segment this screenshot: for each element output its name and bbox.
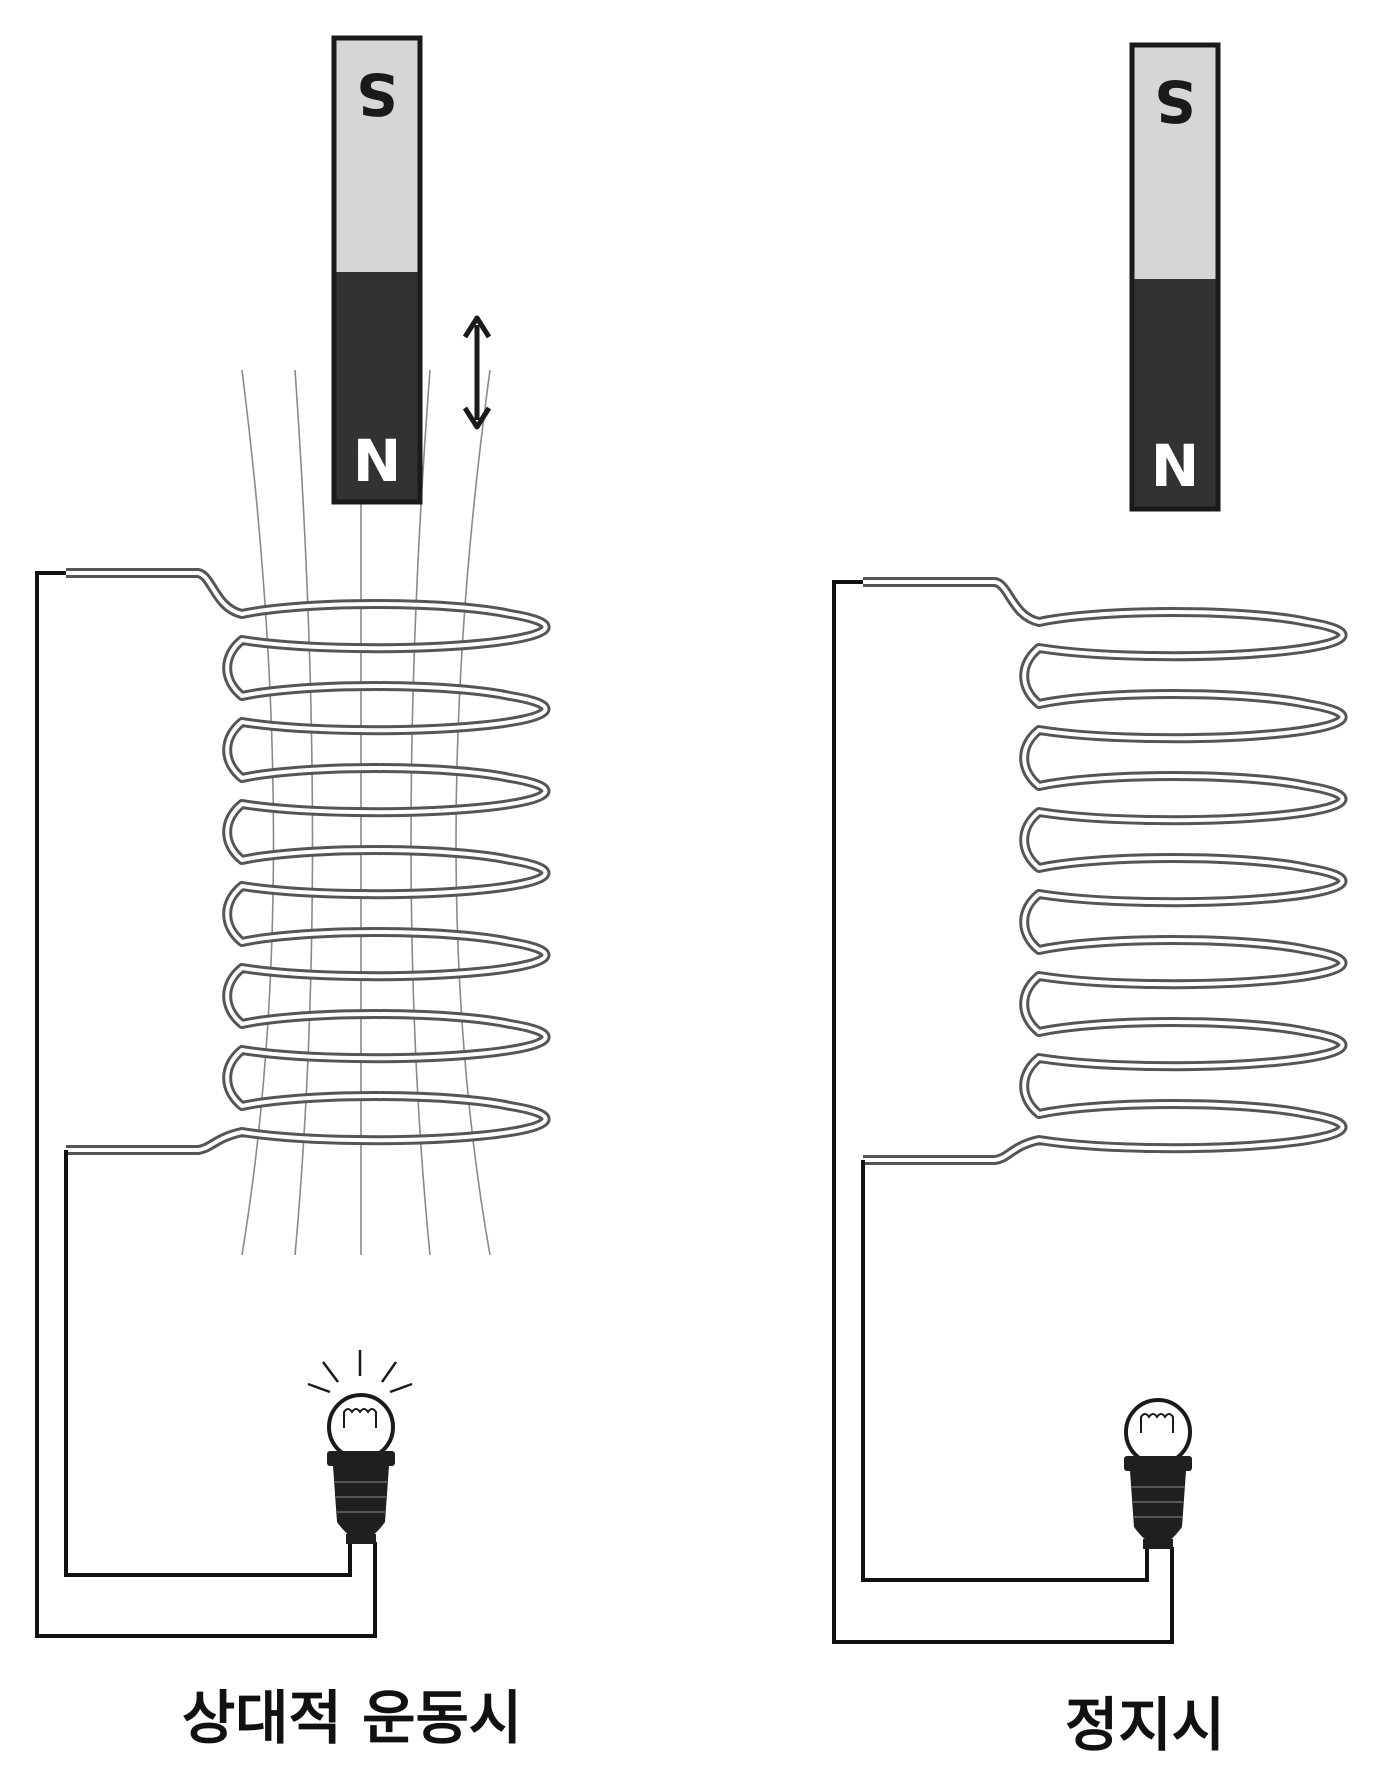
bulb-glass <box>327 1393 395 1461</box>
magnet-north-half <box>334 272 420 502</box>
bulb-glass <box>1124 1398 1192 1466</box>
light-bulb-lit <box>307 1350 413 1544</box>
bulb-socket <box>1130 1471 1186 1545</box>
coil <box>66 568 551 1155</box>
light-rays <box>307 1350 413 1394</box>
bulb-base-tip <box>346 1534 376 1544</box>
bar-magnet: S N <box>1129 42 1221 512</box>
bulb-collar <box>327 1451 395 1466</box>
coil-wire <box>863 577 1348 1165</box>
magnet-north-half <box>1132 279 1218 509</box>
bulb-socket <box>333 1466 389 1540</box>
magnet-south-half <box>334 38 420 272</box>
south-pole-label: S <box>1154 67 1196 135</box>
magnet-south-half <box>1132 45 1218 279</box>
coil-wire <box>66 568 551 1155</box>
panel-moving: S N <box>35 35 551 1752</box>
south-pole-label: S <box>356 60 398 128</box>
bulb-filament <box>1140 1413 1174 1433</box>
field-line <box>241 369 275 1256</box>
magnet-outline <box>1129 42 1221 512</box>
north-pole-label: N <box>353 427 402 495</box>
coil <box>863 577 1348 1165</box>
bulb-filament <box>343 1408 377 1428</box>
bulb-base-tip <box>1143 1539 1173 1549</box>
circuit-wires <box>832 580 1174 1644</box>
magnet-outline <box>331 35 423 505</box>
bar-magnet: S N <box>331 35 423 505</box>
north-pole-label: N <box>1151 432 1200 500</box>
circuit-wires <box>35 571 377 1638</box>
caption-moving: 상대적 운동시 <box>182 1684 522 1752</box>
light-bulb-unlit <box>1124 1398 1192 1549</box>
double-arrow-icon <box>462 315 492 430</box>
bulb-collar <box>1124 1456 1192 1471</box>
caption-stationary: 정지시 <box>1065 1691 1225 1759</box>
panel-stationary: S N 정지시 <box>832 42 1348 1759</box>
